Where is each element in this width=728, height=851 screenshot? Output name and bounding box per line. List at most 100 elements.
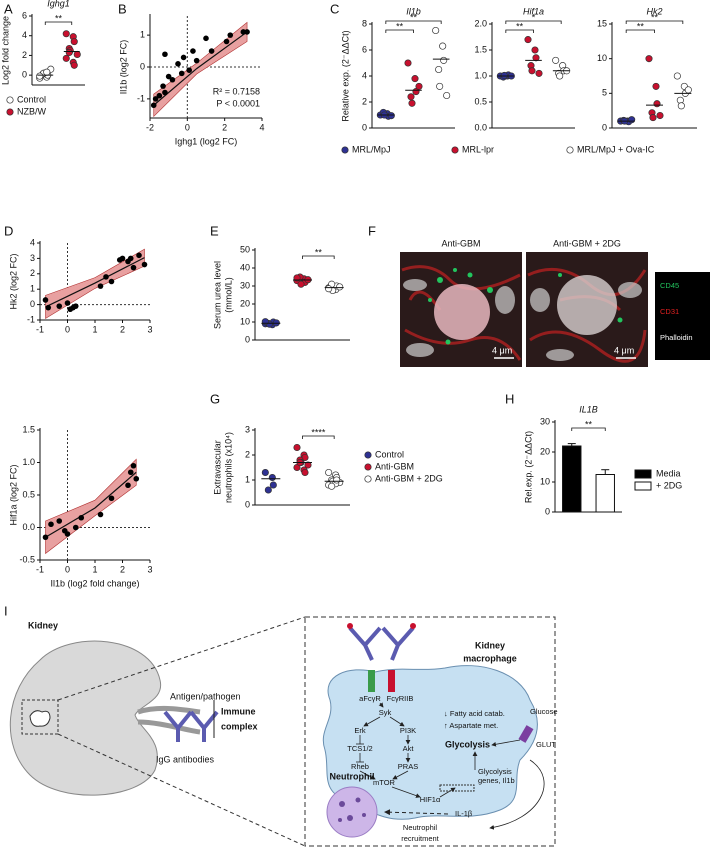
y-tick-label: -0.5 [19,554,35,564]
y-axis-label: Extravascular [212,440,222,495]
diagram-label: GLUT [536,740,556,749]
significance-label: ** [396,21,404,31]
legend-label: Media [656,468,681,478]
data-point [64,300,71,306]
diagram-label: IL-1β [455,809,473,818]
bar [595,474,615,513]
y-tick-label: 2 [362,96,367,106]
fit-line [153,31,248,106]
significance-bracket [302,435,335,439]
y-tick-label: 4 [22,30,27,40]
pathway-node: PI3K [400,726,416,735]
legend-swatch [6,96,14,104]
legend-label: MRL/MpJ [352,144,391,154]
data-point [136,252,142,259]
significance-label: ** [516,21,524,31]
fit-line [45,257,145,308]
y-tick-label: 20 [540,446,550,456]
data-point [160,83,166,89]
y-axis-label: Serum urea level [212,261,222,329]
y-tick-label: 1.0 [474,70,487,80]
data-point [108,278,115,285]
significance-bracket [385,20,442,24]
y-tick-label: 8 [362,18,367,28]
y-axis-label: Rel.exp. (2⁻ΔΔCt) [523,431,533,503]
data-point [42,534,49,541]
y-tick-label: 0 [22,70,27,80]
data-point [45,304,52,311]
data-point [162,89,168,96]
data-point [439,42,447,50]
y-tick-label: 0 [362,122,367,132]
scale-label: 4 μm [614,345,634,355]
significance-label: ** [410,12,418,22]
y-axis-label: neutrophils (x10⁴) [223,432,233,503]
panel-label: E [210,223,219,238]
y-axis-label: Il1b (log2 FC) [118,40,128,95]
y-tick-label: 2 [22,50,27,60]
antigen-icon [347,623,353,629]
data-point [404,59,412,67]
data-point [528,67,536,75]
ureter [137,705,201,735]
pathway-node: Erk [354,726,366,735]
panel-i: Kidney Antigen/pathogen IgG antibodies I… [9,616,558,847]
y-axis-label: Relative exp. (2⁻ΔΔCt) [340,30,350,121]
diagram-label: Glycolysis [478,767,512,776]
annotation: R² = 0.7158 [213,86,260,96]
confidence-band [45,458,137,555]
zoom-box [21,699,59,735]
zoom-line [57,733,306,847]
data-point [203,35,209,42]
data-point [628,116,636,124]
data-point [328,482,336,490]
receptor [388,670,395,692]
data-point [127,469,134,476]
data-point [524,36,532,44]
data-point [56,518,63,524]
data-point [190,48,196,54]
zoom-frame [304,616,556,847]
data-point [156,92,163,99]
y-tick-label: 20 [240,298,250,308]
data-point [108,495,115,502]
data-point [193,57,200,64]
channel-label: Phalloidin [660,333,693,342]
y-tick-label: 10 [240,316,250,326]
data-point [62,54,70,62]
y-tick-label: 3 [30,253,35,263]
y-tick-label: 0 [245,334,250,344]
significance-label: ** [55,13,63,23]
diagram-label: Antigen/pathogen [170,691,241,701]
neutrophil [326,786,378,838]
pathway-node: Rheb [351,762,369,771]
significance-label: ** [585,419,593,429]
channel-label: CD31 [660,307,679,316]
x-tick-label: 2 [222,122,227,132]
data-point [36,72,44,80]
data-point [268,473,276,482]
y-tick-label: 40 [240,262,250,272]
data-point [500,71,508,80]
data-point [261,318,269,326]
data-point [244,29,250,35]
y-tick-label: 0 [545,506,550,516]
data-point [652,82,660,90]
y-tick-label: 15 [597,18,607,28]
data-point [440,56,448,64]
data-point [411,75,419,83]
y-tick-label: 0 [602,122,607,132]
data-point [150,102,157,109]
data-point [301,468,309,477]
data-point [223,38,230,45]
legend-label: Anti-GBM + 2DG [375,473,443,483]
legend-label: Anti-GBM [375,461,414,471]
x-tick-label: 0 [185,122,190,132]
legend-swatch [341,146,349,154]
diagram-label: ↓ Fatty acid catab. [444,709,505,718]
data-point [127,255,134,262]
panel-label: B [118,1,127,16]
data-point [42,297,49,303]
y-tick-label: 6 [22,10,27,20]
